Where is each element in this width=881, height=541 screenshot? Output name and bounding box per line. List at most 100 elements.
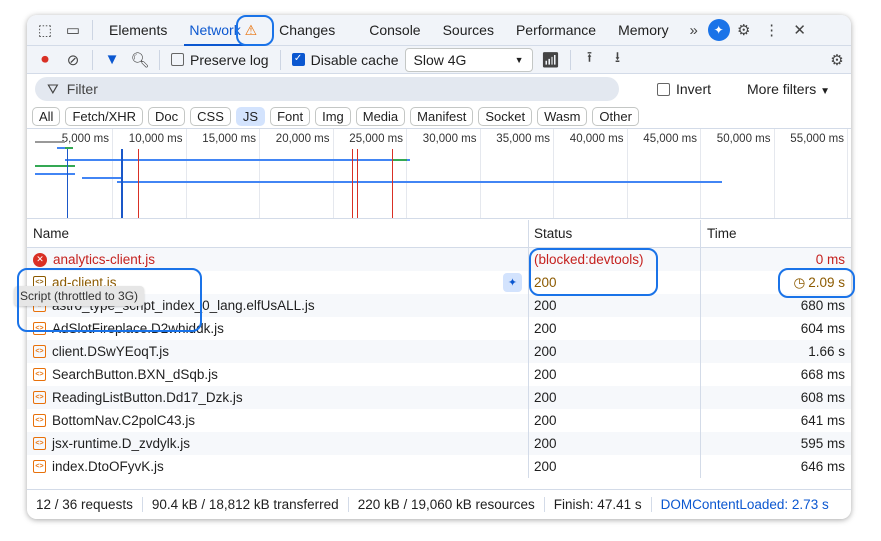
type-filter-manifest[interactable]: Manifest [410, 106, 474, 126]
preserve-log-checkbox[interactable]: Preserve log [171, 52, 269, 68]
overview-event-marker [357, 149, 358, 218]
disable-cache-label: Disable cache [310, 51, 399, 68]
script-file-icon: <> [33, 322, 46, 335]
type-filter-js[interactable]: JS [235, 106, 266, 126]
column-time[interactable]: Time [701, 220, 851, 247]
tab-performance[interactable]: Performance [515, 21, 597, 38]
clear-icon[interactable]: ⊘ [66, 51, 80, 69]
export-har-icon[interactable]: ⭳ [614, 49, 621, 66]
type-filter-wasm[interactable]: Wasm [537, 106, 588, 126]
request-name: AdSlotFireplace.D2whiddk.js [52, 321, 224, 336]
highlight-time [778, 268, 855, 298]
table-row[interactable]: <> client.DSwYEoqT.js 200 1.66 s [27, 340, 851, 363]
time-value: 0 ms [815, 252, 845, 267]
more-options-icon[interactable]: ⋮ [764, 22, 780, 39]
more-filters-dropdown[interactable]: More filters ▼ [747, 81, 830, 97]
status-bar: 12 / 36 requests 90.4 kB / 18,812 kB tra… [27, 489, 851, 519]
table-row[interactable]: <> ReadingListButton.Dd17_Dzk.js 200 608 ms [27, 386, 851, 409]
type-filter-img[interactable]: Img [315, 106, 351, 126]
overview-tick-label: 50,000 ms [716, 133, 771, 145]
network-settings-icon[interactable]: ⚙ [830, 51, 844, 69]
overview-event-marker [392, 149, 393, 218]
device-toolbar-icon[interactable]: ▭ [65, 22, 81, 39]
throttling-select[interactable]: Slow 4G ▼ [404, 47, 533, 72]
ai-assistant-icon[interactable]: ✦ [707, 19, 730, 41]
time-cell: 595 ms [701, 432, 851, 455]
filter-toggle-icon[interactable]: ▼ [104, 51, 120, 68]
tab-sources[interactable]: Sources [442, 21, 494, 38]
type-filter-socket[interactable]: Socket [478, 106, 533, 126]
resource-type-filters: All Fetch/XHR Doc CSS JS Font Img Media Manifest… [27, 104, 851, 129]
overview-tick-label: 20,000 ms [275, 133, 330, 145]
gear-icon[interactable]: ⚙ [736, 22, 751, 39]
requests-table: Name Status Time ✕ analytics-client.js (bl… [27, 220, 851, 489]
type-filter-all[interactable]: All [32, 106, 61, 126]
network-toolbar: ⏺ ⊘ ▼ 🔍︎ Preserve log ✓ Disable cache Slo… [27, 46, 851, 74]
script-file-icon: <> [33, 391, 46, 404]
highlight-name [17, 268, 202, 332]
highlight-status [529, 248, 658, 296]
table-row[interactable]: <> AdSlotFireplace.D2whiddk.js 200 604 ms [27, 317, 851, 340]
overview-gridline [626, 129, 628, 218]
overview-gridline [773, 129, 775, 218]
table-row[interactable]: <> BottomNav.C2polC43.js 200 641 ms [27, 409, 851, 432]
close-icon[interactable]: ✕ [793, 22, 806, 39]
time-value: 595 ms [800, 436, 845, 451]
more-tabs-button[interactable]: » [689, 21, 698, 39]
ai-assistance-button[interactable]: ✦ [503, 273, 522, 292]
type-filter-media[interactable]: Media [355, 106, 406, 126]
overview-request-bar [65, 159, 410, 161]
script-file-icon: <> [33, 437, 46, 450]
filter-input[interactable]: ⛛ Filter [35, 77, 619, 101]
type-filter-font[interactable]: Font [270, 106, 311, 126]
inspect-element-icon[interactable]: ⬚ [37, 22, 53, 39]
type-filter-other[interactable]: Other [592, 106, 639, 126]
table-row[interactable]: ✕ analytics-client.js (blocked:devtools) 0 … [27, 248, 851, 271]
record-stop-icon[interactable]: ⏺ [41, 51, 49, 68]
status-cell: 200 [529, 294, 701, 317]
request-name: client.DSwYEoqT.js [52, 344, 170, 359]
name-cell: <> SearchButton.BXN_dSqb.js [27, 363, 529, 386]
overview-request-bar [82, 177, 122, 179]
table-row[interactable]: <> jsx-runtime.D_zvdylk.js 200 595 ms [27, 432, 851, 455]
search-icon[interactable]: 🔍︎ [130, 51, 150, 69]
requests-count: 12 / 36 requests [27, 497, 143, 512]
overview-event-marker [352, 149, 353, 218]
tab-changes[interactable]: Changes [279, 21, 336, 38]
script-file-icon: <> [33, 345, 46, 358]
request-name: index.DtoOFyvK.js [52, 459, 164, 474]
time-value: 646 ms [800, 459, 845, 474]
table-row[interactable]: <> index.DtoOFyvK.js 200 646 ms [27, 455, 851, 478]
overview-gridline [700, 129, 701, 218]
overview-tick-label: 5,000 ms [61, 133, 109, 145]
invert-label: Invert [676, 81, 712, 97]
tab-network[interactable]: Network ⚠ [178, 15, 268, 46]
type-filter-doc[interactable]: Doc [148, 106, 186, 126]
type-filter-css[interactable]: CSS [190, 106, 231, 126]
network-conditions-icon[interactable]: 📶︎ [541, 51, 561, 69]
invert-checkbox[interactable]: Invert [657, 81, 711, 97]
overview-request-bar [65, 147, 73, 149]
request-name: analytics-client.js [53, 252, 156, 267]
import-har-icon[interactable]: ⭱ [586, 49, 593, 66]
overview-request-bar [57, 147, 65, 149]
tab-console[interactable]: Console [369, 21, 421, 38]
error-icon: ✕ [33, 252, 47, 267]
divider [92, 20, 93, 40]
table-body: ✕ analytics-client.js (blocked:devtools) 0 … [27, 248, 851, 478]
type-filter-fetch-xhr[interactable]: Fetch/XHR [65, 106, 144, 126]
column-name[interactable]: Name [27, 220, 529, 247]
divider [279, 49, 281, 70]
tab-memory[interactable]: Memory [618, 21, 669, 38]
column-status[interactable]: Status [529, 220, 701, 247]
overview-tick-label: 55,000 ms [790, 133, 844, 145]
table-header: Name Status Time [27, 220, 851, 248]
table-row[interactable]: <> ad-client.js ✦ 200 ◷ 2.09 s [27, 271, 851, 294]
name-cell: <> BottomNav.C2polC43.js [27, 409, 529, 432]
time-value: 641 ms [800, 413, 845, 428]
overview-tick-label: 40,000 ms [569, 133, 624, 145]
network-overview[interactable]: 5,000 ms 10,000 ms 15,000 ms 20,000 ms 25,00… [27, 129, 851, 219]
disable-cache-checkbox[interactable]: ✓ Disable cache [291, 51, 399, 68]
tab-elements[interactable]: Elements [109, 21, 168, 38]
table-row[interactable]: <> SearchButton.BXN_dSqb.js 200 668 ms [27, 363, 851, 386]
